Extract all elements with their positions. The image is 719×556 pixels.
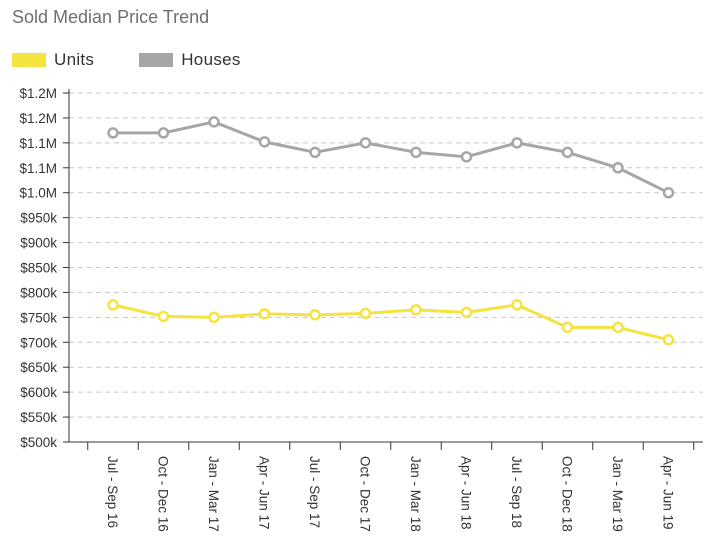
y-tick-label: $900k	[20, 236, 57, 251]
y-tick-label: $650k	[20, 360, 57, 375]
data-point-units	[359, 307, 372, 320]
series-line-houses	[113, 120, 670, 195]
x-tick-label: Jul - Sep 17	[307, 456, 322, 528]
data-point-units	[258, 308, 271, 320]
x-tick-label: Jul - Sep 16	[105, 456, 120, 528]
legend-item-units[interactable]: Units	[12, 50, 94, 70]
legend-item-houses[interactable]: Houses	[139, 50, 240, 70]
y-tick-label: $700k	[20, 335, 57, 350]
y-tick-label: $550k	[20, 410, 57, 425]
legend-swatch-units	[12, 53, 46, 67]
data-point-units	[612, 321, 624, 334]
data-point-units	[107, 299, 119, 311]
data-point-units	[208, 311, 220, 324]
data-point-houses	[612, 162, 624, 174]
data-point-houses	[258, 136, 271, 148]
x-tick-label: Oct - Dec 16	[156, 456, 171, 532]
data-point-houses	[107, 127, 119, 139]
y-tick-label: $1.2M	[19, 111, 57, 126]
x-tick-label: Jan - Mar 17	[206, 456, 221, 532]
y-tick-label: $800k	[20, 285, 57, 300]
x-tick-label: Jan - Mar 18	[408, 456, 423, 532]
chart-title: Sold Median Price Trend	[12, 7, 210, 27]
data-point-houses	[511, 137, 523, 149]
data-point-units	[157, 310, 170, 323]
legend-label-units: Units	[54, 50, 95, 69]
data-point-houses	[309, 146, 321, 159]
y-tick-label: $750k	[20, 310, 57, 325]
y-tick-label: $950k	[20, 211, 57, 226]
data-point-units	[410, 304, 422, 316]
x-tick-label: Oct - Dec 18	[560, 456, 575, 532]
data-point-houses	[460, 151, 473, 163]
data-point-units	[309, 309, 321, 321]
x-tick-label: Oct - Dec 17	[358, 456, 373, 532]
data-point-houses	[359, 137, 372, 149]
data-point-houses	[662, 186, 675, 199]
data-point-houses	[208, 116, 220, 128]
data-point-houses	[410, 146, 422, 159]
x-tick-label: Apr - Jun 19	[661, 456, 676, 530]
y-tick-label: $600k	[20, 385, 57, 400]
y-tick-label: $500k	[20, 435, 57, 450]
data-point-units	[460, 306, 473, 319]
x-tick-label: Jul - Sep 18	[509, 456, 524, 528]
legend: Units Houses	[12, 50, 286, 70]
y-tick-label: $1.0M	[19, 186, 57, 201]
y-tick-label: $1.1M	[19, 136, 57, 151]
x-tick-label: Apr - Jun 18	[459, 456, 474, 530]
series-line-units	[112, 303, 669, 342]
y-tick-label: $850k	[20, 261, 57, 276]
legend-swatch-houses	[139, 53, 174, 67]
x-tick-label: Apr - Jun 17	[257, 456, 272, 530]
data-point-houses	[561, 146, 574, 159]
data-point-units	[662, 334, 675, 346]
data-point-units	[511, 299, 523, 311]
y-tick-label: $1.2M	[19, 86, 57, 101]
data-point-units	[561, 321, 574, 334]
data-point-houses	[157, 127, 170, 139]
x-tick-label: Jan - Mar 19	[610, 456, 625, 532]
y-tick-label: $1.1M	[19, 161, 57, 176]
legend-label-houses: Houses	[181, 50, 241, 69]
